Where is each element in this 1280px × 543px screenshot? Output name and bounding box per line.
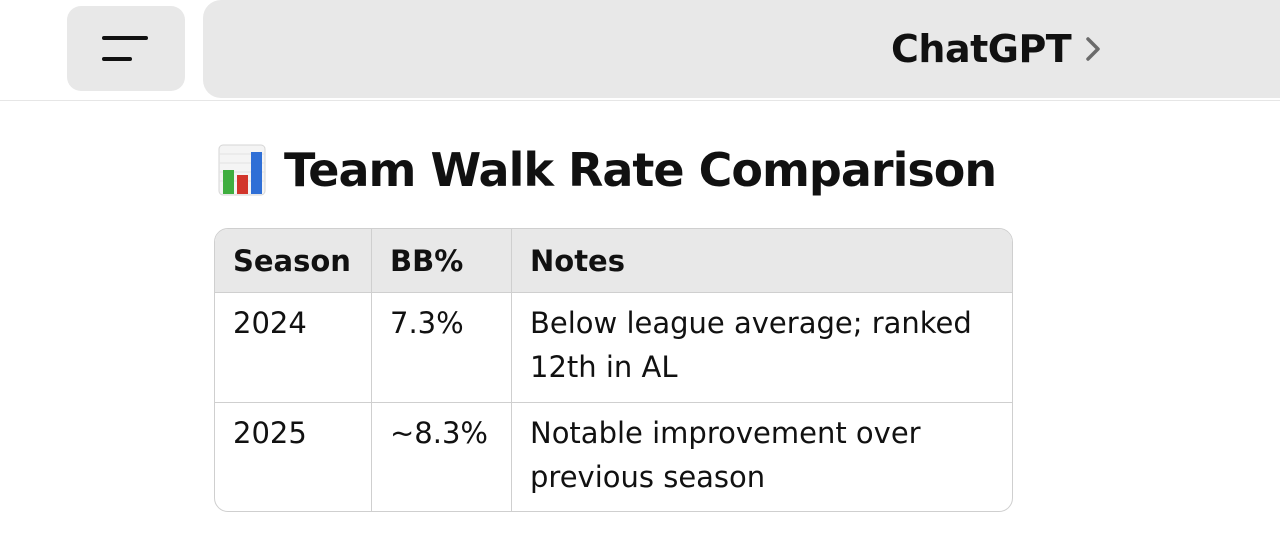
column-header-bb-pct: BB% xyxy=(372,229,512,292)
chevron-right-icon xyxy=(1086,37,1100,61)
column-header-notes: Notes xyxy=(530,243,625,278)
table-header-row: Season BB% Notes xyxy=(215,229,1012,293)
table-row: 2025 ~8.3% Notable improvement over prev… xyxy=(215,403,1012,511)
cell-bb-pct: ~8.3% xyxy=(372,403,512,511)
page-title: Team Walk Rate Comparison xyxy=(284,143,997,197)
app-title: ChatGPT xyxy=(891,27,1072,71)
bar-chart-icon xyxy=(218,144,266,196)
table-row: 2024 7.3% Below league average; ranked 1… xyxy=(215,293,1012,403)
cell-bb-pct: 7.3% xyxy=(372,293,512,402)
top-bar: ChatGPT xyxy=(0,0,1280,101)
column-header-season: Season xyxy=(215,229,372,292)
menu-icon xyxy=(102,35,150,67)
section-heading: Team Walk Rate Comparison xyxy=(218,140,997,200)
cell-notes: Notable improvement over previous season xyxy=(530,416,921,494)
model-selector[interactable]: ChatGPT xyxy=(203,0,1280,98)
cell-season: 2024 xyxy=(215,293,372,402)
cell-season: 2025 xyxy=(215,403,372,511)
cell-notes: Below league average; ranked 12th in AL xyxy=(530,306,972,384)
walk-rate-table: Season BB% Notes 2024 7.3% Below league … xyxy=(214,228,1013,512)
menu-button[interactable] xyxy=(67,6,185,91)
